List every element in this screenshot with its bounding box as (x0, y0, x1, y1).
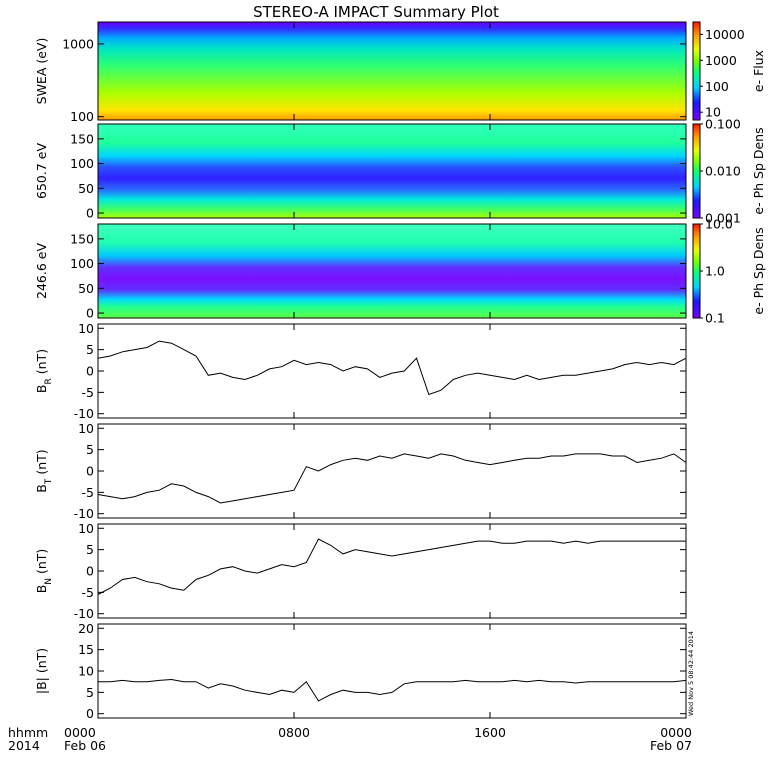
colorbar-tick-label: 10 (705, 105, 721, 120)
colorbar-tick-label: 1.0 (705, 264, 725, 279)
y-tick-label: 100 (70, 256, 94, 271)
y-tick-label: 150 (70, 131, 94, 146)
y-tick-label: -10 (74, 606, 94, 621)
spectrogram (98, 124, 686, 218)
panel-3: 0.1 1.0 10.0 e- Ph Sp Dens 0 50 100 150 246.6 eV (34, 217, 766, 326)
y-tick-label: 10 (78, 321, 94, 336)
panel-frame (97, 21, 687, 121)
y-tick-label: 100 (70, 156, 94, 171)
spectrogram (98, 22, 686, 120)
colorbar (692, 223, 701, 319)
colorbar-tick-label: 0.1 (705, 311, 725, 326)
y-tick-label: 0 (86, 564, 94, 579)
y-tick-label: -10 (74, 506, 94, 521)
panel-2: 0.001 0.010 0.100 e- Ph Sp Dens 0 50 100 150 650… (34, 117, 766, 226)
y-tick-label: 0 (86, 464, 94, 479)
panel-frame (97, 623, 687, 719)
y-tick-label: -5 (82, 385, 94, 400)
panel-4: -10 -5 0 5 10 BR (nT) (34, 321, 687, 421)
panel-frame (97, 123, 687, 219)
colorbar-tick-label: 0.100 (705, 117, 741, 132)
y-tick-label: 150 (70, 231, 94, 246)
y-tick-label: 0 (86, 206, 94, 221)
y-axis-label: SWEA (eV) (34, 38, 49, 105)
data-line (97, 538, 686, 595)
plot-title: STEREO-A IMPACT Summary Plot (253, 3, 499, 21)
y-tick-label: 15 (78, 642, 94, 657)
panel-1: 10 100 1000 10000 e- Flux 100 1000 SWEA (eV) (34, 21, 766, 124)
y-tick-label: -10 (74, 406, 94, 421)
y-tick-label: 0 (86, 306, 94, 321)
data-line (97, 340, 687, 396)
colorbar-tick-label: 1000 (705, 53, 737, 68)
colorbar (692, 21, 701, 121)
y-tick-label: 0 (86, 364, 94, 379)
y-tick-label: 1000 (62, 36, 94, 51)
x-tick-date: Feb 06 (64, 738, 106, 753)
colorbar-tick-label: 100 (705, 79, 729, 94)
x-tick-date: Feb 07 (650, 738, 692, 753)
data-line (97, 453, 687, 504)
y-axis-label: BN (nT) (34, 549, 54, 594)
colorbar-label: e- Flux (751, 50, 766, 92)
colorbar-tick-label: 10000 (705, 27, 745, 42)
panel-frame (97, 223, 687, 319)
y-tick-label: 5 (86, 685, 94, 700)
colorbar-tick-label: 10.0 (705, 217, 733, 232)
panel-frame (97, 523, 687, 619)
x-axis-row1-prefix: hhmm (8, 725, 48, 740)
colorbar-label: e- Ph Sp Dens (751, 227, 766, 314)
colorbar-tick-label: 0.010 (705, 164, 741, 179)
y-tick-label: 5 (86, 442, 94, 457)
y-tick-label: 100 (70, 109, 94, 124)
y-tick-label: 50 (78, 181, 94, 196)
y-axis-label: BT (nT) (34, 449, 54, 492)
y-tick-label: 5 (86, 342, 94, 357)
y-tick-label: 0 (86, 706, 94, 721)
colorbar-tick-label: 0.001 (705, 211, 741, 226)
timestamp-label: Wed Nov 5 08:42:44 2014 (687, 631, 695, 716)
y-tick-label: -5 (82, 485, 94, 500)
y-axis-label: 650.7 eV (34, 143, 49, 199)
y-tick-label: 10 (78, 521, 94, 536)
y-tick-label: 10 (78, 421, 94, 436)
x-tick-label: 0000 (660, 725, 692, 740)
x-tick-label: 1600 (474, 725, 506, 740)
y-axis-label: 246.6 eV (34, 243, 49, 299)
spectrogram (98, 224, 686, 318)
panel-frame (97, 423, 687, 519)
y-tick-label: 20 (78, 621, 94, 636)
x-tick-label: 0000 (64, 725, 96, 740)
x-tick-label: 0800 (278, 725, 310, 740)
data-line (98, 678, 687, 702)
panel-5: -10 -5 0 5 10 BT (nT) (34, 421, 687, 521)
y-axis-label: BR (nT) (34, 349, 54, 393)
y-axis-label: |B| (nT) (34, 648, 49, 694)
y-tick-label: 5 (86, 542, 94, 557)
y-tick-label: 10 (78, 664, 94, 679)
x-axis-row2-prefix: 2014 (8, 738, 40, 753)
panel-7: 0 5 10 15 20 |B| (nT) (34, 621, 687, 721)
y-tick-label: -5 (82, 585, 94, 600)
panel-6: -10 -5 0 5 10 BN (nT) (34, 521, 687, 621)
colorbar (692, 123, 701, 219)
colorbar-label: e- Ph Sp Dens (751, 127, 766, 214)
y-tick-label: 50 (78, 281, 94, 296)
